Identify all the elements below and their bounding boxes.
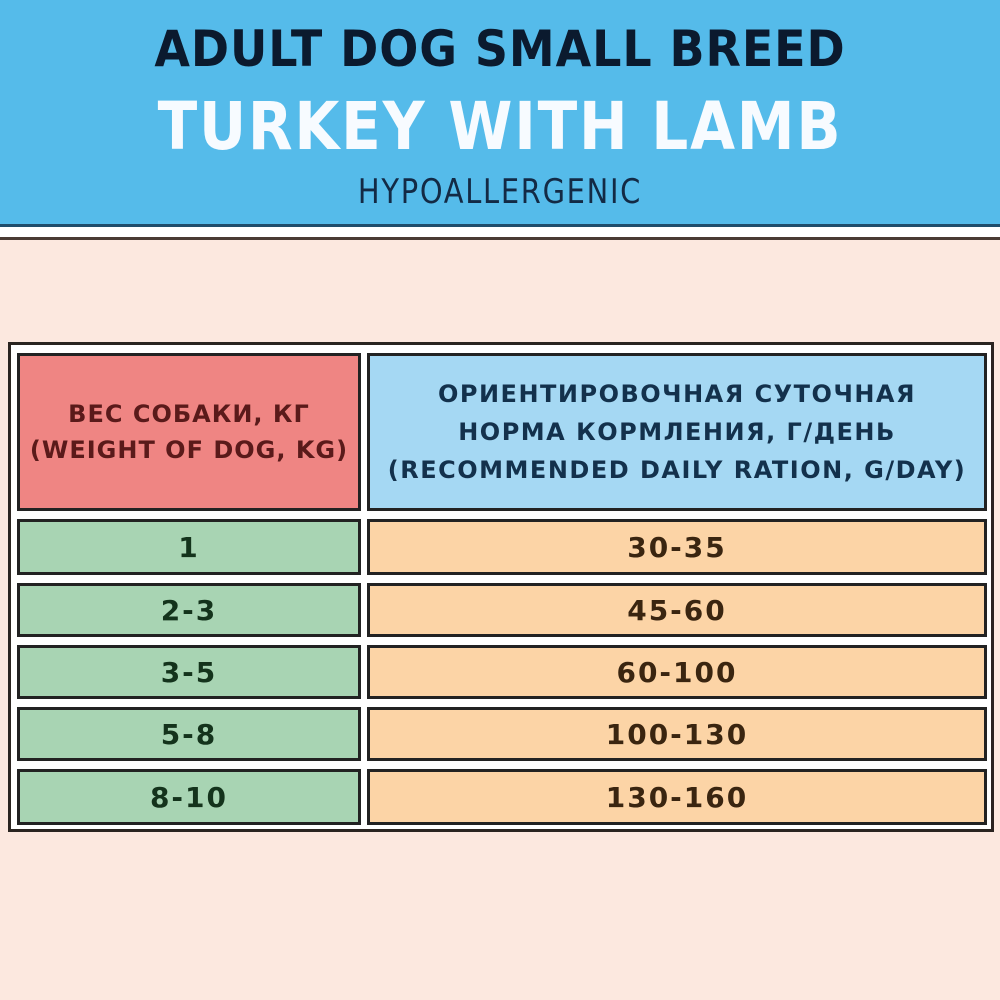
ration-header-en: (RECOMMENDED DAILY RATION, G/DAY) xyxy=(387,456,967,484)
weight-cell: 2-3 xyxy=(17,583,361,637)
weight-cell: 3-5 xyxy=(17,645,361,699)
weight-header-en: (WEIGHT OF DOG, KG) xyxy=(29,436,349,464)
divider-stripe xyxy=(0,227,1000,240)
ration-cell: 100-130 xyxy=(367,707,987,761)
weight-column-header: ВЕС СОБАКИ, КГ (WEIGHT OF DOG, KG) xyxy=(17,353,361,511)
ration-cell: 30-35 xyxy=(367,519,987,575)
ration-header-ru-2: НОРМА КОРМЛЕНИЯ, Г/ДЕНЬ xyxy=(458,418,896,446)
ration-column-header: ОРИЕНТИРОВОЧНАЯ СУТОЧНАЯ НОРМА КОРМЛЕНИЯ… xyxy=(367,353,987,511)
product-flavor-title: TURKEY WITH LAMB xyxy=(157,88,843,165)
product-line-title: ADULT DOG SMALL BREED xyxy=(154,20,846,78)
feeding-table: ВЕС СОБАКИ, КГ (WEIGHT OF DOG, KG) ОРИЕН… xyxy=(8,342,994,832)
weight-cell: 8-10 xyxy=(17,769,361,825)
ration-header-ru-1: ОРИЕНТИРОВОЧНАЯ СУТОЧНАЯ xyxy=(437,380,916,408)
product-subtitle: HYPOALLERGENIC xyxy=(357,172,643,212)
ration-cell: 45-60 xyxy=(367,583,987,637)
ration-cell: 130-160 xyxy=(367,769,987,825)
header-banner: ADULT DOG SMALL BREED TURKEY WITH LAMB H… xyxy=(0,0,1000,227)
weight-header-ru: ВЕС СОБАКИ, КГ xyxy=(68,400,310,428)
weight-cell: 1 xyxy=(17,519,361,575)
weight-cell: 5-8 xyxy=(17,707,361,761)
ration-cell: 60-100 xyxy=(367,645,987,699)
